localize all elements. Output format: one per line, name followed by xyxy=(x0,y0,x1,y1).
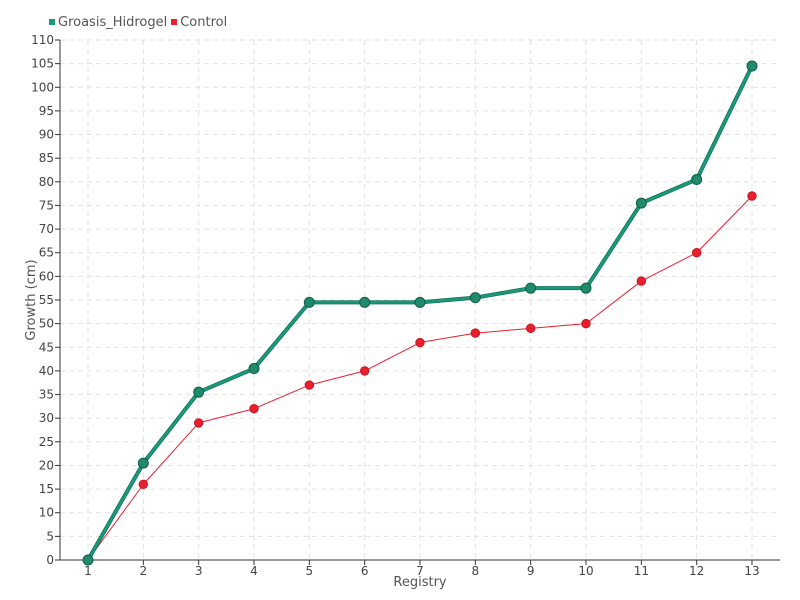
y-tick-label: 85 xyxy=(39,151,54,165)
data-point-control[interactable] xyxy=(470,328,481,338)
y-tick-label: 30 xyxy=(39,411,54,425)
data-point-control[interactable] xyxy=(249,404,259,414)
y-tick-label: 60 xyxy=(39,269,54,283)
data-point-control[interactable] xyxy=(138,479,149,490)
data-point-groasis-hidrogel[interactable] xyxy=(414,296,426,308)
data-point-groasis-hidrogel[interactable] xyxy=(580,282,592,294)
data-point-control[interactable] xyxy=(747,191,757,201)
y-tick-label: 105 xyxy=(31,57,54,71)
series-control xyxy=(83,191,757,565)
y-tick-label: 100 xyxy=(31,80,54,94)
legend-label-control: Control xyxy=(180,14,228,30)
axes: 0510152025303540455055606570758085909510… xyxy=(31,33,780,578)
data-point-groasis-hidrogel[interactable] xyxy=(691,173,703,185)
data-point-groasis-hidrogel[interactable] xyxy=(248,363,260,375)
legend-label-groasis-hidrogel: Groasis_Hidrogel xyxy=(58,14,168,30)
data-point-control[interactable] xyxy=(691,248,702,258)
data-point-groasis-hidrogel[interactable] xyxy=(359,296,371,308)
y-tick-label: 45 xyxy=(39,340,54,354)
y-tick-label: 10 xyxy=(39,506,54,520)
data-point-groasis-hidrogel[interactable] xyxy=(635,197,647,209)
y-tick-label: 5 xyxy=(46,529,54,543)
series-groasis-hidrogel xyxy=(82,60,758,566)
y-tick-label: 40 xyxy=(39,364,54,378)
legend-swatch-groasis-hidrogel xyxy=(49,19,55,25)
x-axis-title: Registry xyxy=(393,575,447,590)
y-tick-label: 75 xyxy=(39,198,54,212)
x-tick-label: 13 xyxy=(744,564,759,578)
y-tick-label: 80 xyxy=(39,175,54,189)
x-tick-label: 1 xyxy=(84,564,92,578)
data-point-groasis-hidrogel[interactable] xyxy=(746,60,758,72)
y-tick-label: 110 xyxy=(31,33,54,47)
x-tick-label: 4 xyxy=(250,564,258,578)
data-point-control[interactable] xyxy=(581,318,591,329)
x-tick-label: 9 xyxy=(527,564,535,578)
data-point-control[interactable] xyxy=(304,380,315,390)
legend-item-control[interactable]: Control xyxy=(171,15,227,30)
x-tick-label: 8 xyxy=(472,564,480,578)
y-tick-label: 65 xyxy=(39,246,54,260)
data-point-groasis-hidrogel[interactable] xyxy=(82,554,94,566)
y-tick-label: 95 xyxy=(39,104,54,118)
y-tick-label: 25 xyxy=(39,435,54,449)
data-point-groasis-hidrogel[interactable] xyxy=(193,386,205,398)
data-point-groasis-hidrogel[interactable] xyxy=(525,282,537,294)
x-tick-label: 5 xyxy=(306,564,314,578)
y-tick-label: 70 xyxy=(39,222,54,236)
legend-swatch-control xyxy=(171,19,178,25)
data-point-groasis-hidrogel[interactable] xyxy=(303,296,315,308)
y-tick-label: 15 xyxy=(39,482,54,496)
x-tick-label: 6 xyxy=(361,564,369,578)
data-point-groasis-hidrogel[interactable] xyxy=(469,292,481,304)
y-tick-label: 0 xyxy=(46,553,54,567)
series xyxy=(82,60,758,566)
x-tick-label: 11 xyxy=(634,564,649,578)
y-tick-label: 50 xyxy=(39,317,54,331)
legend: Groasis_Hidrogel Control xyxy=(49,12,231,32)
x-tick-label: 10 xyxy=(578,564,593,578)
data-point-control[interactable] xyxy=(525,323,536,334)
data-point-control[interactable] xyxy=(415,337,425,348)
legend-item-groasis-hidrogel[interactable]: Groasis_Hidrogel xyxy=(49,15,167,30)
y-tick-label: 35 xyxy=(39,388,54,402)
y-tick-label: 55 xyxy=(39,293,54,307)
y-tick-label: 90 xyxy=(39,128,54,142)
x-tick-label: 7 xyxy=(416,564,424,578)
y-axis-title: Growth (cm) xyxy=(24,259,39,340)
data-point-groasis-hidrogel[interactable] xyxy=(137,457,149,469)
x-tick-label: 3 xyxy=(195,564,203,578)
data-point-control[interactable] xyxy=(359,366,370,376)
x-tick-label: 12 xyxy=(689,564,704,578)
y-tick-label: 20 xyxy=(39,458,54,472)
x-tick-label: 2 xyxy=(140,564,148,578)
data-point-control[interactable] xyxy=(193,418,204,428)
data-point-control[interactable] xyxy=(636,276,647,286)
